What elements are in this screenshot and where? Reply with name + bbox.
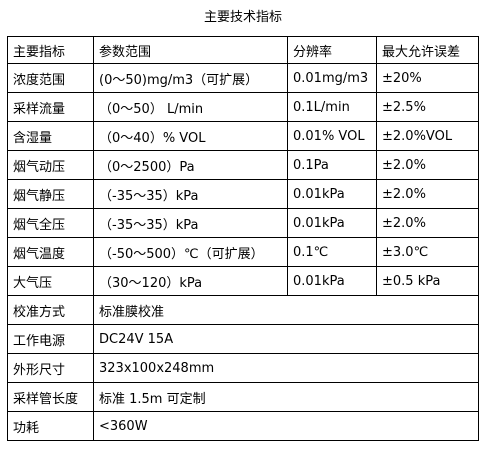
table-cell: 烟气温度: [7, 237, 94, 267]
table-row: 烟气动压 （0～2500）Pa 0.1Pa ±2.0%: [7, 150, 479, 180]
spec-label: 校准方式: [7, 295, 94, 325]
table-cell: 0.01kPa: [287, 208, 377, 238]
table-cell: （-35～35）kPa: [93, 208, 288, 238]
spec-label: 外形尺寸: [7, 353, 94, 383]
spec-label: 工作电源: [7, 324, 94, 354]
table-cell: （0～50） L/min: [93, 92, 288, 122]
spec-value: DC24V 15A: [93, 324, 479, 354]
table-cell: ±20%: [376, 63, 479, 93]
table-cell: 烟气静压: [7, 179, 94, 209]
table-cell: ±2.5%: [376, 92, 479, 122]
table-body: 主要指标 参数范围 分辨率 最大允许误差 浓度范围 (0～50)mg/m3（可扩展） 0.0…: [7, 36, 479, 441]
spec-value: 323x100x248mm: [93, 353, 479, 383]
spec-value: 标准膜校准: [93, 295, 479, 325]
table-cell: 0.01kPa: [287, 179, 377, 209]
spec-row: 工作电源 DC24V 15A: [7, 324, 479, 354]
table-cell: 0.01kPa: [287, 266, 377, 296]
spec-value: <360W: [93, 411, 479, 441]
table-row: 含湿量 （0～40）% VOL 0.01% VOL ±2.0%VOL: [7, 121, 479, 151]
table-row: 烟气全压 （-35～35）kPa 0.01kPa ±2.0%: [7, 208, 479, 238]
table-cell: （-50～500）℃（可扩展）: [93, 237, 288, 267]
table-cell: 0.01% VOL: [287, 121, 377, 151]
table-row: 烟气静压 （-35～35）kPa 0.01kPa ±2.0%: [7, 179, 479, 209]
table-cell: 采样流量: [7, 92, 94, 122]
spec-row: 采样管长度 标准 1.5m 可定制: [7, 382, 479, 412]
spec-row: 功耗 <360W: [7, 411, 479, 441]
header-cell: 主要指标: [7, 36, 94, 64]
table-row: 采样流量 （0～50） L/min 0.1L/min ±2.5%: [7, 92, 479, 122]
table-cell: （0～2500）Pa: [93, 150, 288, 180]
spec-table: 主要指标 参数范围 分辨率 最大允许误差 浓度范围 (0～50)mg/m3（可扩展） 0.0…: [7, 36, 479, 441]
table-cell: ±2.0%: [376, 208, 479, 238]
header-cell: 参数范围: [93, 36, 288, 64]
table-cell: （30～120）kPa: [93, 266, 288, 296]
table-cell: ±2.0%: [376, 179, 479, 209]
table-cell: 烟气全压: [7, 208, 94, 238]
table-cell: 烟气动压: [7, 150, 94, 180]
spec-row: 外形尺寸 323x100x248mm: [7, 353, 479, 383]
table-cell: ±2.0%: [376, 150, 479, 180]
table-cell: 0.1L/min: [287, 92, 377, 122]
table-cell: 0.01mg/m3: [287, 63, 377, 93]
header-cell: 最大允许误差: [376, 36, 479, 64]
table-cell: 0.1Pa: [287, 150, 377, 180]
header-cell: 分辨率: [287, 36, 377, 64]
table-cell: 大气压: [7, 266, 94, 296]
table-cell: ±3.0℃: [376, 237, 479, 267]
table-row: 烟气温度 （-50～500）℃（可扩展） 0.1℃ ±3.0℃: [7, 237, 479, 267]
table-cell: 含湿量: [7, 121, 94, 151]
table-row: 浓度范围 (0～50)mg/m3（可扩展） 0.01mg/m3 ±20%: [7, 63, 479, 93]
spec-label: 功耗: [7, 411, 94, 441]
table-cell: ±0.5 kPa: [376, 266, 479, 296]
table-row: 大气压 （30～120）kPa 0.01kPa ±0.5 kPa: [7, 266, 479, 296]
table-cell: （0～40）% VOL: [93, 121, 288, 151]
table-cell: （-35～35）kPa: [93, 179, 288, 209]
table-cell: 0.1℃: [287, 237, 377, 267]
table-cell: 浓度范围: [7, 63, 94, 93]
table-cell: (0～50)mg/m3（可扩展）: [93, 63, 288, 93]
header-row: 主要指标 参数范围 分辨率 最大允许误差: [7, 36, 479, 64]
title: 主要技术指标: [203, 10, 282, 25]
table-cell: ±2.0%VOL: [376, 121, 479, 151]
spec-row: 校准方式 标准膜校准: [7, 295, 479, 325]
spec-label: 采样管长度: [7, 382, 94, 412]
spec-value: 标准 1.5m 可定制: [93, 382, 479, 412]
